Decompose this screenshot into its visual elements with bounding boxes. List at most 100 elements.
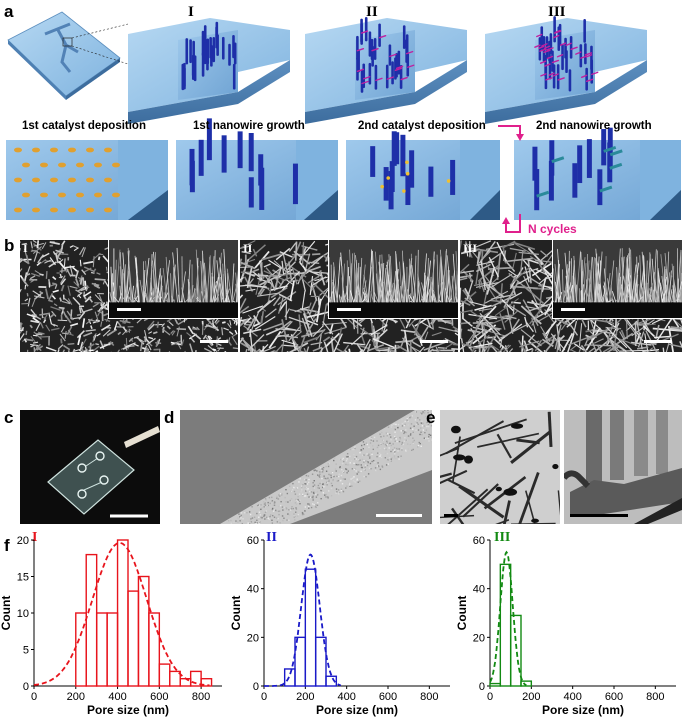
nanowire-dot (349, 485, 351, 487)
nanowire-strand (36, 345, 44, 351)
nanowire-strand (523, 275, 538, 304)
nanowire-dot (369, 457, 371, 459)
nanowire-strand (20, 288, 22, 293)
nanowire-dot (376, 446, 379, 449)
nanowire-strand (508, 304, 527, 317)
nanowire-strand (618, 279, 625, 303)
nanowire-dot (371, 453, 373, 456)
nanowire-strand (240, 268, 247, 283)
nanowire-strand (607, 278, 612, 303)
nanowire-strand (323, 341, 329, 352)
nanowire-strand (619, 331, 625, 340)
nanowire-dot (395, 457, 397, 460)
nanowire-strand (33, 250, 39, 262)
nanowire-dot (280, 492, 282, 495)
nanowire-strand (224, 297, 227, 303)
nanowire-strand (21, 326, 25, 331)
nanowire-dot (411, 415, 414, 417)
nanowire-strand (203, 262, 207, 303)
nanowire-dot (412, 448, 414, 451)
nanowire-strand (159, 275, 163, 303)
nanowire-dot (291, 502, 293, 505)
nanowire-strand (519, 250, 524, 276)
nanowire-dot (409, 434, 412, 436)
nanowire-strand (592, 257, 596, 303)
nanowire-dot (236, 521, 238, 523)
nanowire-dot (354, 481, 357, 484)
nanowire-strand (61, 332, 68, 335)
nanowire-dot (293, 490, 296, 493)
catalyst-particle (76, 192, 84, 198)
nanowire-dot (308, 506, 311, 509)
histogram-bar (314, 636, 327, 687)
nanowire-dot (251, 506, 253, 508)
nanowire-strand (85, 348, 90, 352)
nanowire-dot (396, 447, 399, 449)
nanowire-dot (374, 440, 376, 442)
nanowire-dot (346, 453, 349, 455)
nanowire-strand (572, 295, 575, 303)
nanowire-dot (363, 454, 365, 456)
nanowire-strand (139, 340, 144, 352)
nanowire-strand (446, 255, 453, 303)
nanowire-branch (389, 53, 397, 58)
nanowire-strand (123, 319, 127, 325)
nanowire-strand (76, 330, 85, 339)
nanowire-dot (313, 484, 316, 486)
nanowire-dot (282, 515, 284, 518)
nanowire-strand (252, 314, 261, 325)
nanowire-strand (292, 241, 302, 259)
nanowire-dot (369, 437, 371, 439)
nanowire-dot (366, 453, 368, 455)
nanowire-strand (81, 269, 87, 276)
nanowire-branch (554, 29, 561, 34)
nanowire-dot (328, 490, 330, 492)
nanowire-strand (152, 331, 158, 335)
nanowire-dot (356, 479, 358, 482)
nanowire-strand (394, 269, 399, 303)
nanowire-dot (275, 510, 277, 512)
nanowire-strand (132, 298, 138, 303)
nanowire-dot (353, 468, 356, 471)
sem-label-I: I (23, 241, 28, 255)
nanowire-strand (53, 323, 59, 327)
nanowire-dot (393, 450, 395, 452)
nanowire-dot (353, 462, 355, 465)
nanowire-dot (403, 432, 405, 435)
nanowire-dot (337, 465, 339, 467)
nanowire-strand (92, 268, 97, 274)
nanowire-dot (313, 480, 315, 482)
nanowire-strand (312, 346, 323, 352)
nanowire-strand (494, 298, 519, 317)
nanowire-strand (48, 313, 55, 319)
nanowire-branch (591, 71, 599, 76)
nanowire-strand (92, 345, 100, 352)
nanowire-dot (402, 430, 404, 432)
nanowire-dot (408, 435, 410, 438)
nanowire-dot (393, 423, 395, 425)
nanowire-strand (358, 344, 369, 350)
nanowire-strand (240, 316, 243, 326)
step-title-2: 1st nanowire growth (193, 120, 305, 132)
nanowire-strand (568, 334, 595, 346)
nanowire-dot (302, 512, 304, 515)
nanowire-strand (309, 261, 320, 265)
nanowire-branch (580, 55, 588, 59)
nanowire-strand (335, 347, 344, 352)
nanowire-dot (351, 477, 354, 479)
nanowire-dot (358, 459, 360, 462)
nanowire-dot (420, 412, 422, 414)
nanowire-strand (60, 325, 66, 333)
nanowire-strand (186, 332, 193, 338)
nanowire-strand (67, 285, 71, 296)
nanowire-dot (296, 499, 298, 501)
nanowire-strand (475, 305, 497, 328)
nanowire-strand (505, 261, 516, 272)
nanowire-strand (593, 338, 604, 344)
nanowire-strand (521, 258, 541, 281)
nanowire-dot (333, 459, 335, 462)
substrate (109, 302, 238, 318)
nanowire-dot (300, 491, 302, 493)
nanowire-dot (352, 480, 355, 482)
nanowire-dot (272, 514, 274, 517)
